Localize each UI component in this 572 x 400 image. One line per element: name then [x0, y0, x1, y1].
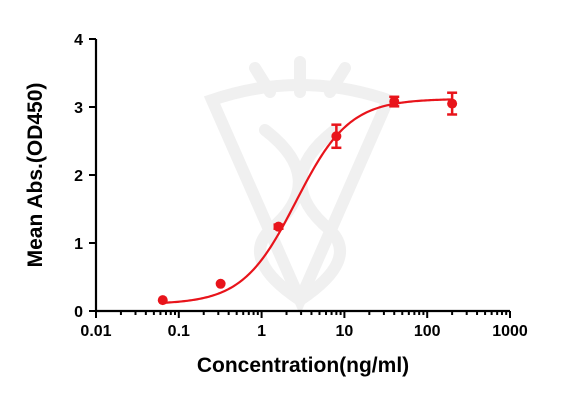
data-point: [215, 278, 226, 289]
y-tick-label: 3: [74, 100, 83, 117]
x-tick-label: 0.01: [80, 323, 111, 340]
watermark-logo: [203, 56, 397, 315]
axes: 0.01 0.1 1 10 100 1000 0 1 2 3 4: [74, 32, 528, 340]
y-tick-label: 1: [74, 236, 83, 253]
data-point: [331, 131, 342, 142]
x-axis-title: Concentration(ng/ml): [197, 354, 409, 377]
y-tick-label: 2: [74, 168, 83, 185]
fit-curve: [162, 98, 453, 304]
x-tick-label: 10: [336, 323, 354, 340]
data-point: [273, 221, 284, 232]
data-point: [447, 98, 458, 109]
plot-area: [157, 91, 458, 306]
x-tick-label: 0.1: [168, 323, 190, 340]
y-tick-label: 0: [74, 304, 83, 321]
data-point: [157, 295, 168, 306]
y-axis-title: Mean Abs.(OD450): [24, 83, 47, 268]
y-tick-label: 4: [74, 32, 83, 49]
data-point: [389, 96, 400, 107]
x-tick-label: 1000: [492, 323, 528, 340]
x-tick-label: 1: [257, 323, 266, 340]
x-tick-label: 100: [414, 323, 441, 340]
